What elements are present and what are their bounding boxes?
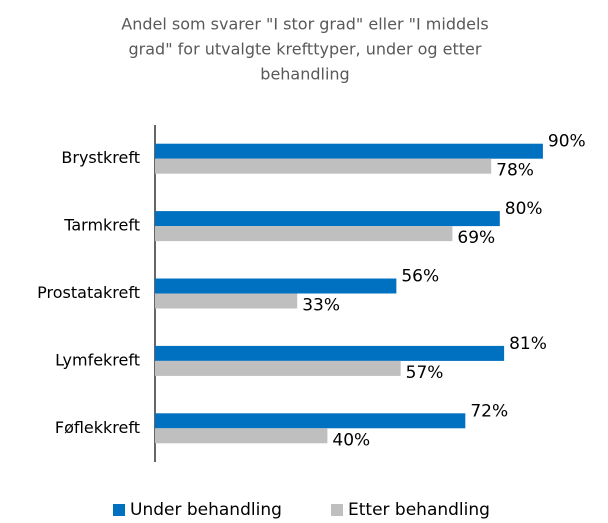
data-label: 81% — [509, 334, 547, 354]
bar — [155, 428, 328, 444]
category-label: Tarmkreft — [63, 216, 140, 235]
data-label: 90% — [548, 132, 586, 152]
data-label: 78% — [496, 161, 534, 181]
data-label: 57% — [406, 363, 444, 383]
bar — [155, 360, 401, 376]
bar — [155, 345, 505, 361]
legend-swatch — [113, 504, 125, 516]
bar — [155, 278, 397, 294]
category-label: Brystkreft — [61, 148, 140, 167]
data-label: 56% — [401, 267, 439, 287]
category-label: Lymfekreft — [55, 350, 140, 369]
bar — [155, 158, 492, 174]
data-label: 69% — [457, 228, 495, 248]
legend-swatch — [331, 504, 343, 516]
bar — [155, 143, 543, 159]
bar — [155, 413, 466, 429]
data-label: 33% — [302, 296, 340, 316]
data-label: 40% — [332, 430, 370, 450]
legend-label: Under behandling — [130, 500, 282, 520]
chart-title: Andel som svarer "I stor grad" eller "I … — [121, 15, 489, 34]
chart-title: grad" for utvalgte krefttyper, under og … — [129, 40, 482, 59]
data-label: 72% — [470, 401, 508, 421]
legend-label: Etter behandling — [348, 500, 490, 520]
chart-title: behandling — [260, 65, 349, 84]
data-label: 80% — [505, 199, 543, 219]
bar — [155, 293, 298, 309]
bar — [155, 226, 453, 242]
bar — [155, 211, 500, 227]
category-label: Prostatakreft — [37, 283, 140, 302]
category-label: Føflekkreft — [55, 418, 140, 437]
